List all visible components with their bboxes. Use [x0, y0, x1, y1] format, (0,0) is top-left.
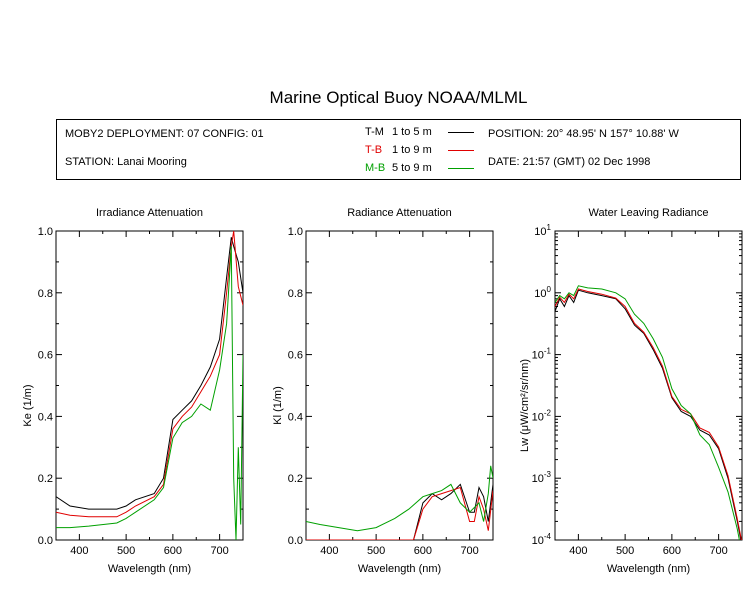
chart-2-title: Radiance Attenuation: [347, 207, 452, 219]
chart-3-ytick-label: 10-3: [532, 470, 552, 485]
chart-3-ytick-label: 101: [534, 223, 551, 238]
chart-3-xlabel: Wavelength (nm): [607, 563, 690, 575]
chart-2-xtick-label: 400: [320, 545, 338, 557]
legend-code-tm: T-M: [365, 126, 384, 138]
chart-3-xtick-label: 500: [616, 545, 634, 557]
chart-3-ytick-label: 10-2: [532, 408, 552, 423]
legend-range-tb: 1 to 9 m: [392, 144, 432, 156]
legend-code-mb: M-B: [365, 162, 386, 174]
deployment-label: MOBY2 DEPLOYMENT: 07 CONFIG: 01: [65, 128, 264, 140]
chart-1-xtick-label: 600: [164, 545, 182, 557]
chart-2-xlabel: Wavelength (nm): [358, 563, 441, 575]
page-title: Marine Optical Buoy NOAA/MLML: [269, 88, 528, 107]
chart-2-series-m-b: [306, 465, 493, 532]
chart-2-xtick-label: 500: [367, 545, 385, 557]
legend-swatch-tm: [448, 132, 474, 133]
chart-1-xtick-label: 500: [117, 545, 135, 557]
chart-2-xtick-label: 700: [460, 545, 478, 557]
chart-1-ytick-label: 1.0: [38, 226, 53, 238]
chart-2-ytick-label: 0.4: [288, 411, 303, 423]
chart-3-title: Water Leaving Radiance: [588, 207, 708, 219]
station-label: STATION: Lanai Mooring: [65, 156, 187, 168]
chart-3-series-t-m: [555, 289, 742, 540]
chart-1-ytick-label: 0.2: [38, 473, 53, 485]
chart-2-ytick-label: 0.2: [288, 473, 303, 485]
chart-2-series-t-m: [306, 483, 493, 540]
chart-3-xtick-label: 700: [709, 545, 727, 557]
chart-1-xtick-label: 700: [210, 545, 228, 557]
chart-2-frame: [305, 230, 494, 541]
chart-2-ytick-label: 0.8: [288, 288, 303, 300]
chart-3-series-t-b: [555, 288, 742, 540]
chart-3-ytick-label: 10-1: [532, 347, 552, 362]
chart-1-ytick-label: 0.8: [38, 288, 53, 300]
chart-1-frame: [55, 230, 244, 541]
chart-2-ylabel: Kl (1/m): [272, 386, 284, 425]
info-box: MOBY2 DEPLOYMENT: 07 CONFIG: 01 STATION:…: [56, 119, 741, 180]
chart-1-series-t-b: [56, 231, 243, 518]
legend-code-tb: T-B: [365, 144, 383, 156]
chart-3-series-m-b: [555, 285, 740, 540]
chart-3-xtick-label: 400: [569, 545, 587, 557]
chart-3-ytick-label: 10-4: [532, 532, 552, 547]
chart-2-series-t-b: [306, 486, 493, 540]
chart-1-ytick-label: 0.0: [38, 535, 53, 547]
legend-swatch-tb: [448, 150, 474, 151]
legend-range-tm: 1 to 5 m: [392, 126, 432, 138]
position-label: POSITION: 20° 48.95' N 157° 10.88' W: [488, 128, 679, 140]
legend-swatch-mb: [448, 168, 474, 169]
chart-1-series-m-b: [56, 246, 243, 540]
date-label: DATE: 21:57 (GMT) 02 Dec 1998: [488, 156, 651, 168]
chart-3-ylabel: Lw (μW/cm²/sr/nm): [519, 359, 531, 452]
chart-2-ytick-label: 0.0: [288, 535, 303, 547]
chart-2-xtick-label: 600: [414, 545, 432, 557]
chart-3-frame: [554, 230, 743, 541]
chart-1-series-t-m: [56, 237, 243, 510]
chart-1-ytick-label: 0.6: [38, 350, 53, 362]
chart-1-title: Irradiance Attenuation: [96, 207, 203, 219]
legend-range-mb: 5 to 9 m: [392, 162, 432, 174]
chart-1-xtick-label: 400: [70, 545, 88, 557]
chart-2-ytick-label: 1.0: [288, 226, 303, 238]
chart-2-ytick-label: 0.6: [288, 350, 303, 362]
chart-1-ytick-label: 0.4: [38, 411, 53, 423]
chart-1-xlabel: Wavelength (nm): [108, 563, 191, 575]
chart-1-ylabel: Ke (1/m): [22, 384, 34, 426]
chart-3-xtick-label: 600: [663, 545, 681, 557]
chart-3-ytick-label: 100: [534, 285, 551, 300]
